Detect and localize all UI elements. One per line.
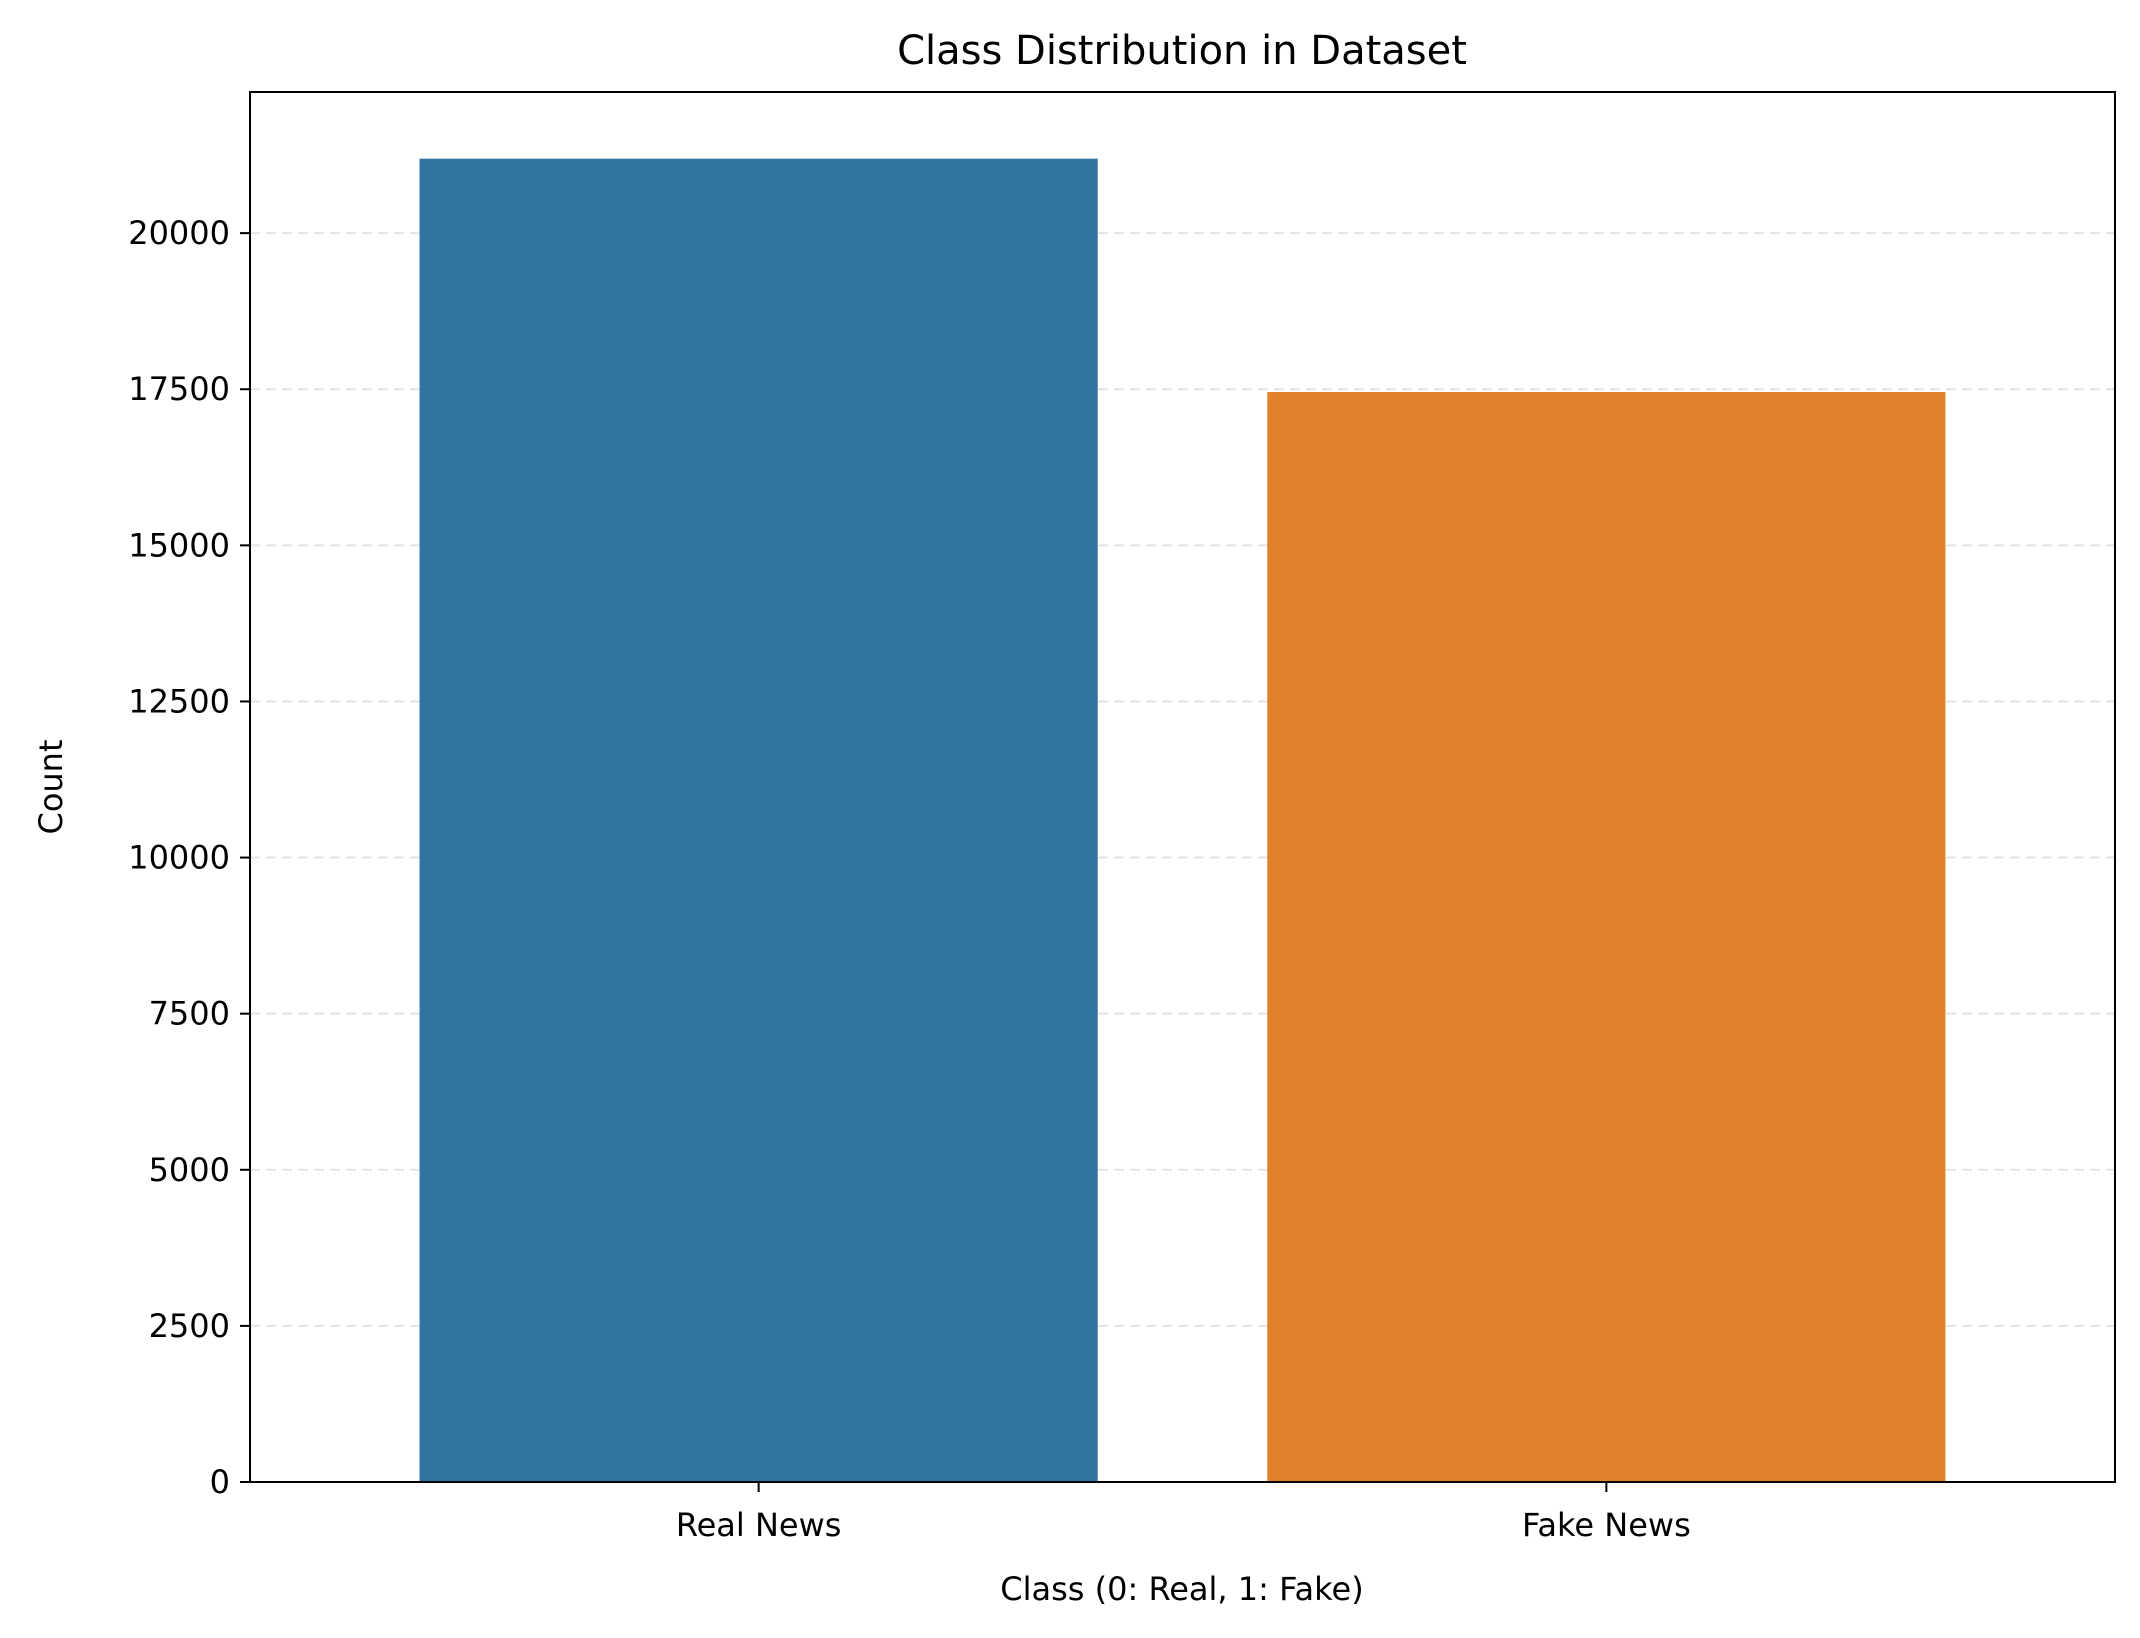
y-axis-ticks: 0 2500 5000 7500 10000 12500 15000 17500 20000 [128, 214, 250, 1501]
y-tick-label: 10000 [128, 839, 230, 877]
y-tick-label: 7500 [149, 995, 230, 1033]
y-tick-label: 17500 [128, 370, 230, 408]
bar-real-news [419, 158, 1098, 1482]
plot-frame [249, 91, 2116, 1483]
y-tick-label: 2500 [149, 1307, 230, 1345]
y-tick-label: 0 [210, 1463, 230, 1501]
y-tick-label: 5000 [149, 1151, 230, 1189]
x-axis-ticks: Real News Fake News [676, 1482, 1691, 1544]
y-tick-label: 15000 [128, 526, 230, 564]
bar-fake-news [1267, 392, 1946, 1482]
y-axis-title: Count [32, 739, 70, 834]
y-tick-label: 12500 [128, 682, 230, 720]
x-axis-title: Class (0: Real, 1: Fake) [1000, 1570, 1363, 1608]
x-tick-label: Fake News [1522, 1506, 1691, 1544]
chart-title: Class Distribution in Dataset [897, 28, 1467, 74]
x-tick-label: Real News [676, 1506, 842, 1544]
y-tick-label: 20000 [128, 214, 230, 252]
bars [419, 158, 1946, 1482]
